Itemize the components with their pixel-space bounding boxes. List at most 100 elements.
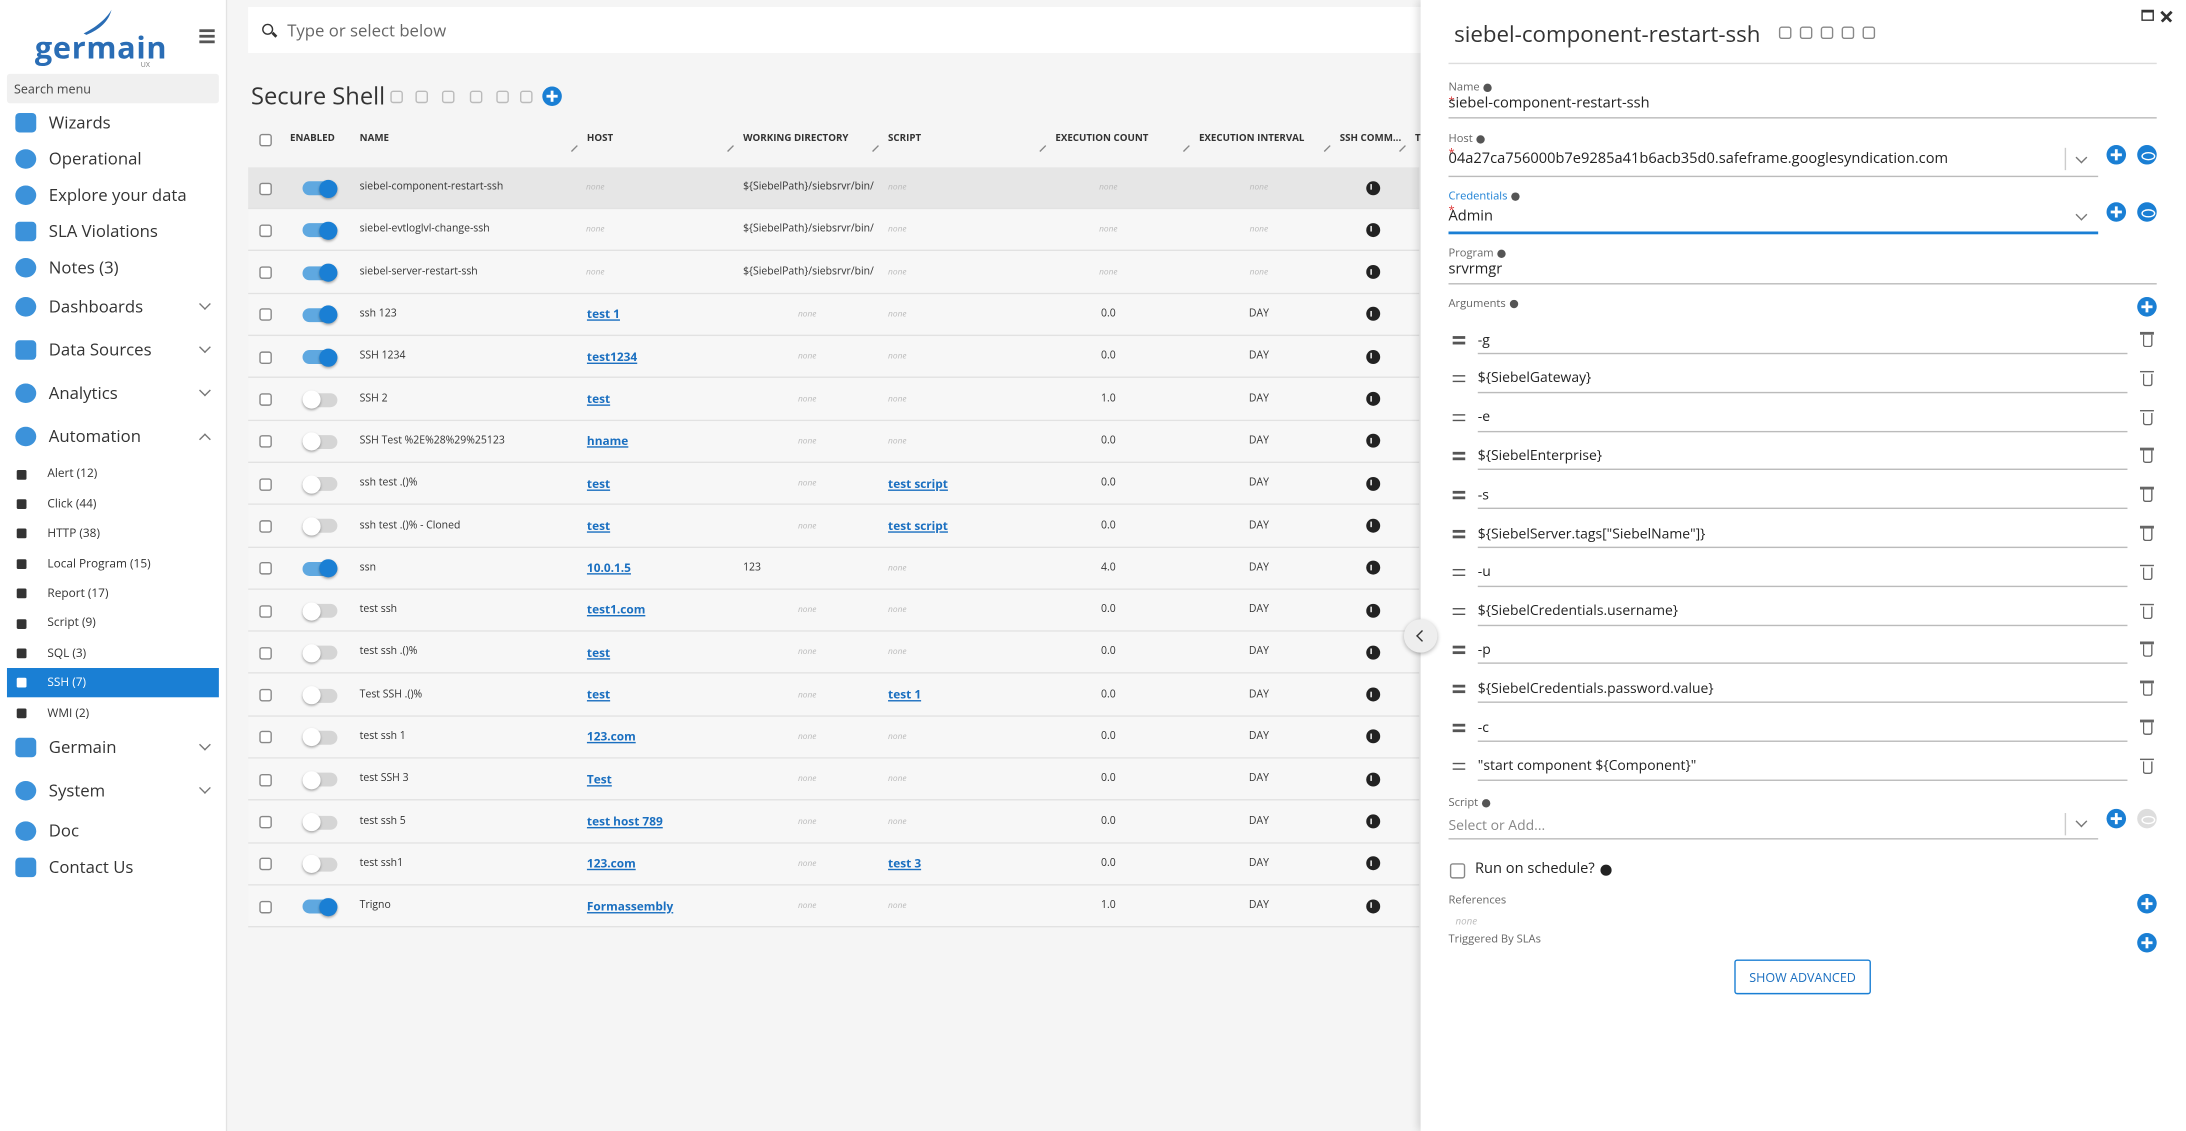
checkbox[interactable] bbox=[258, 731, 272, 744]
drag-handle[interactable] bbox=[1452, 762, 1466, 765]
panel-action[interactable] bbox=[1799, 26, 1813, 40]
info-icon[interactable] bbox=[1366, 518, 1381, 533]
table-cell[interactable]: hname bbox=[586, 434, 629, 450]
field-value[interactable]: siebel-component-restart-ssh bbox=[1448, 93, 1650, 114]
table-row[interactable] bbox=[248, 209, 1420, 252]
table-row[interactable] bbox=[248, 547, 1420, 590]
delete-button[interactable] bbox=[2139, 642, 2154, 658]
table-cell[interactable]: test1.com bbox=[586, 603, 646, 619]
argument-value[interactable]: ${SiebelGateway} bbox=[1477, 367, 1592, 387]
view-button[interactable] bbox=[2137, 202, 2157, 222]
delete-button[interactable] bbox=[2139, 486, 2154, 503]
argument-value[interactable]: -c bbox=[1477, 716, 1489, 736]
checkbox[interactable] bbox=[258, 224, 272, 237]
title-action[interactable] bbox=[390, 90, 403, 104]
table-cell[interactable]: 123.com bbox=[586, 856, 636, 872]
menu-item[interactable]: Notes (3) bbox=[48, 255, 119, 280]
add-button[interactable] bbox=[2137, 893, 2157, 914]
submenu-item[interactable]: SQL (3) bbox=[47, 645, 87, 661]
table-cell[interactable]: 123.com bbox=[586, 729, 636, 746]
submenu-item[interactable]: SSH (7) bbox=[47, 675, 86, 691]
column-header[interactable]: NAME bbox=[359, 133, 390, 146]
table-cell[interactable]: test1234 bbox=[586, 349, 638, 365]
table-row[interactable] bbox=[248, 631, 1420, 675]
drag-handle[interactable] bbox=[1452, 684, 1466, 688]
chevron[interactable] bbox=[199, 782, 211, 794]
argument-value[interactable]: ${SiebelCredentials.username} bbox=[1477, 599, 1679, 620]
chevron[interactable] bbox=[199, 433, 211, 446]
info-icon[interactable] bbox=[1366, 687, 1381, 702]
chevron[interactable] bbox=[199, 384, 211, 397]
menu-item[interactable]: Data Sources bbox=[48, 337, 152, 362]
table-cell[interactable]: test bbox=[586, 391, 611, 408]
info-icon[interactable] bbox=[1366, 476, 1381, 491]
info-icon[interactable] bbox=[1366, 898, 1381, 913]
menu-item[interactable]: System bbox=[48, 778, 106, 803]
drag-handle[interactable] bbox=[1452, 729, 1466, 732]
drag-handle[interactable] bbox=[1452, 419, 1466, 422]
checkbox[interactable] bbox=[258, 435, 272, 449]
argument-value[interactable]: -s bbox=[1477, 483, 1489, 504]
argument-value[interactable]: ${SiebelCredentials.password.value} bbox=[1477, 677, 1714, 697]
table-cell[interactable]: test bbox=[586, 645, 611, 661]
menu-item[interactable]: Automation bbox=[48, 424, 141, 448]
argument-value[interactable]: -p bbox=[1477, 638, 1491, 659]
delete-button[interactable] bbox=[2139, 680, 2154, 697]
chevron[interactable] bbox=[2075, 815, 2088, 828]
drag-handle[interactable] bbox=[1452, 768, 1466, 771]
checkbox[interactable] bbox=[258, 604, 272, 618]
checkbox[interactable] bbox=[258, 133, 272, 146]
drag-handle[interactable] bbox=[1452, 646, 1466, 649]
column-header[interactable]: SSH COMM... bbox=[1339, 133, 1402, 146]
title-action[interactable] bbox=[469, 90, 483, 104]
table-cell[interactable]: Test bbox=[586, 772, 612, 788]
info-icon[interactable] bbox=[1366, 560, 1381, 575]
delete-button[interactable] bbox=[2139, 719, 2154, 735]
column-header[interactable]: ENABLED bbox=[289, 133, 335, 146]
table-row[interactable] bbox=[248, 885, 1420, 928]
chevron[interactable] bbox=[199, 341, 211, 354]
submenu-item[interactable]: Local Program (15) bbox=[47, 555, 151, 572]
panel-action[interactable] bbox=[1862, 26, 1876, 40]
drag-handle[interactable] bbox=[1452, 496, 1466, 499]
table-cell[interactable]: test 1 bbox=[888, 687, 922, 703]
column-header[interactable]: T bbox=[1415, 133, 1421, 146]
search-menu[interactable] bbox=[6, 73, 219, 104]
argument-value[interactable]: -g bbox=[1477, 328, 1490, 348]
menu-item[interactable]: Contact Us bbox=[48, 855, 134, 879]
table-cell[interactable]: test bbox=[586, 518, 611, 534]
delete-button[interactable] bbox=[2139, 525, 2154, 542]
drag-handle[interactable] bbox=[1452, 723, 1466, 726]
table-cell[interactable]: test 3 bbox=[888, 856, 922, 872]
drag-handle[interactable] bbox=[1452, 457, 1466, 461]
argument-value[interactable]: ${SiebelEnterprise} bbox=[1477, 444, 1603, 465]
maximize-button[interactable] bbox=[2141, 9, 2154, 21]
table-cell[interactable]: 10.0.1.5 bbox=[586, 560, 631, 577]
title-action[interactable] bbox=[415, 90, 428, 104]
add-button[interactable] bbox=[2106, 145, 2127, 165]
info-icon[interactable] bbox=[1366, 814, 1381, 829]
delete-button[interactable] bbox=[2139, 331, 2154, 348]
info-icon[interactable] bbox=[1366, 434, 1381, 449]
argument-value[interactable]: -u bbox=[1477, 561, 1491, 581]
title-action[interactable] bbox=[441, 90, 455, 104]
drag-handle[interactable] bbox=[1452, 613, 1466, 616]
add-button[interactable] bbox=[542, 86, 562, 106]
info-icon[interactable] bbox=[1366, 645, 1381, 660]
submenu-item[interactable]: WMI (2) bbox=[47, 705, 90, 721]
drag-handle[interactable] bbox=[1452, 452, 1466, 455]
drag-handle[interactable] bbox=[1452, 651, 1466, 654]
table-row[interactable] bbox=[248, 843, 1420, 886]
title-action[interactable] bbox=[520, 90, 533, 104]
delete-button[interactable] bbox=[2139, 564, 2154, 580]
drag-handle[interactable] bbox=[1452, 380, 1466, 383]
checkbox[interactable] bbox=[258, 562, 272, 575]
title-action[interactable] bbox=[496, 90, 509, 104]
info-icon[interactable] bbox=[1366, 222, 1381, 237]
search-bar[interactable] bbox=[248, 6, 1427, 53]
info-icon[interactable] bbox=[1366, 307, 1381, 322]
checkbox[interactable] bbox=[258, 520, 272, 533]
checkbox[interactable] bbox=[258, 773, 272, 787]
checkbox[interactable] bbox=[258, 266, 272, 280]
table-cell[interactable]: test bbox=[586, 476, 611, 492]
